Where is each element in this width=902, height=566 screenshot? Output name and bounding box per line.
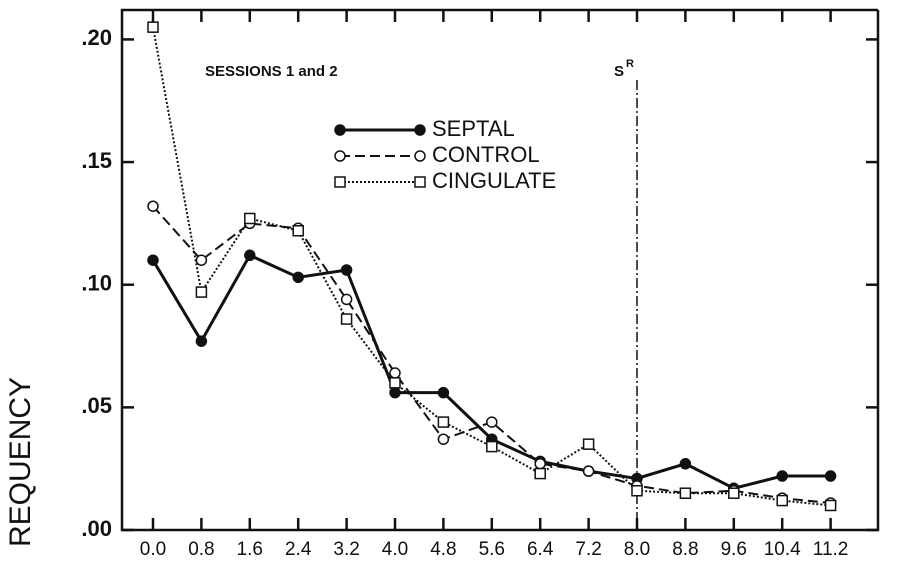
legend-marker xyxy=(334,176,346,188)
legend-marker xyxy=(414,176,426,188)
y-tick-label: .00 xyxy=(81,516,112,541)
x-tick-label: 8.0 xyxy=(624,539,650,560)
annotation: S xyxy=(614,63,624,80)
marker xyxy=(340,264,353,276)
legend-marker xyxy=(414,124,426,136)
marker xyxy=(195,335,208,347)
series-line xyxy=(152,205,831,505)
marker xyxy=(389,377,401,389)
x-tick-label: 2.4 xyxy=(285,539,312,560)
legend-label: CINGULATE xyxy=(432,168,556,193)
marker xyxy=(147,21,159,33)
marker xyxy=(679,487,692,499)
x-tick-label: 4.8 xyxy=(430,539,456,560)
y-tick-label: .15 xyxy=(81,148,112,173)
legend-marker xyxy=(334,150,346,162)
marker xyxy=(195,286,208,298)
marker xyxy=(389,386,401,399)
marker xyxy=(486,440,498,453)
marker xyxy=(728,487,740,499)
legend-label: CONTROL xyxy=(432,142,540,167)
x-tick-label: 7.2 xyxy=(575,539,601,560)
marker xyxy=(679,458,692,470)
legend-marker xyxy=(334,124,346,136)
x-tick-label: 10.4 xyxy=(764,539,801,560)
annotation: R xyxy=(626,58,634,70)
marker xyxy=(582,438,595,450)
marker xyxy=(244,249,256,262)
y-tick-label: .10 xyxy=(81,271,112,296)
marker xyxy=(824,499,837,512)
marker xyxy=(195,254,208,266)
marker xyxy=(340,293,353,306)
x-tick-label: 4.0 xyxy=(382,539,408,560)
marker xyxy=(244,212,256,225)
axis-frame xyxy=(120,8,880,532)
marker xyxy=(824,470,837,482)
x-tick-label: 6.4 xyxy=(527,539,554,560)
annotation: SESSIONS 1 and 2 xyxy=(205,63,338,80)
x-tick-label: 9.6 xyxy=(721,539,747,560)
x-tick-label: 1.6 xyxy=(237,539,263,560)
marker xyxy=(292,271,304,284)
marker xyxy=(147,254,159,266)
marker xyxy=(534,458,546,470)
y-tick-label: .20 xyxy=(81,25,112,50)
marker xyxy=(437,416,450,428)
x-tick-label: 8.8 xyxy=(672,539,698,560)
x-tick-label: 5.6 xyxy=(479,539,505,560)
marker xyxy=(437,386,450,399)
x-tick-label: 11.2 xyxy=(813,539,849,560)
marker xyxy=(776,470,788,482)
marker xyxy=(437,433,450,445)
x-tick-label: 3.2 xyxy=(333,539,359,560)
marker xyxy=(534,467,546,480)
legend-marker xyxy=(414,150,426,162)
marker xyxy=(776,494,788,507)
legend-label: SEPTAL xyxy=(432,116,515,141)
marker xyxy=(582,465,595,477)
x-tick-label: 0.0 xyxy=(140,539,166,560)
marker xyxy=(147,200,159,212)
marker xyxy=(631,485,643,497)
marker xyxy=(340,313,353,325)
series-line xyxy=(151,253,831,490)
x-tick-label: 0.8 xyxy=(188,539,214,560)
y-tick-label: .05 xyxy=(81,393,112,418)
y-axis-label: REQUENCY xyxy=(4,377,37,547)
marker xyxy=(389,367,401,379)
marker xyxy=(486,416,498,428)
marker xyxy=(292,225,304,237)
